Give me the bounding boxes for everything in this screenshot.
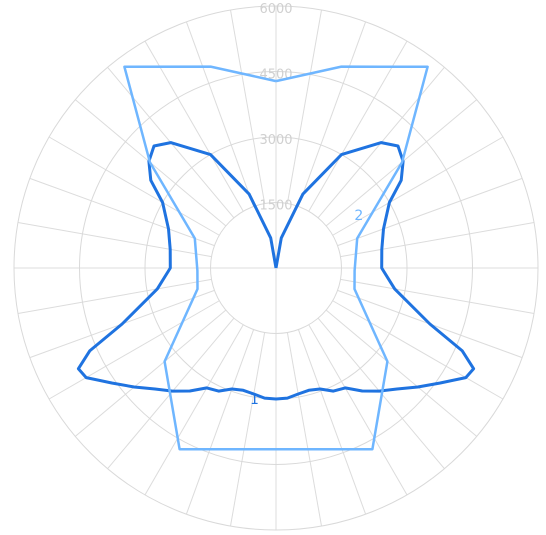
radial-tick-label-1500: 1500	[259, 199, 292, 214]
grid-circles	[13, 5, 539, 531]
grid-spoke-300	[332, 300, 504, 400]
grid-spoke-10	[230, 332, 266, 527]
grid-spoke-50	[74, 309, 227, 437]
series-labels: 12	[250, 208, 363, 408]
grid-spoke-120	[48, 136, 220, 236]
grid-spoke-260	[340, 222, 535, 258]
series-1-label: 1	[250, 392, 259, 408]
grid-spoke-150	[144, 40, 244, 212]
grid-spoke-330	[308, 324, 408, 496]
grid-circle-6000	[13, 5, 539, 531]
grid-spoke-190	[286, 9, 322, 204]
radial-tick-label-6000: 6000	[259, 2, 292, 17]
grid-spoke-250	[337, 177, 523, 247]
grid-spoke-100	[17, 222, 212, 258]
grid-spoke-20	[185, 329, 255, 515]
grid-spoke-350	[286, 332, 322, 527]
series-2-label: 2	[354, 208, 363, 224]
radial-tick-label-3000: 3000	[259, 133, 292, 148]
grid-circle-1500	[210, 202, 342, 334]
grid-spoke-160	[185, 21, 255, 207]
grid-spoke-280	[340, 278, 535, 314]
grid-spoke-170	[230, 9, 266, 204]
grid-spoke-200	[297, 21, 367, 207]
grid-spoke-60	[48, 300, 220, 400]
grid-spoke-110	[29, 177, 215, 247]
grid-spoke-240	[332, 136, 504, 236]
series-2-line	[123, 65, 429, 451]
grid-spoke-340	[297, 329, 367, 515]
grid-spoke-210	[308, 40, 408, 212]
series-1-line	[76, 141, 476, 401]
grid-circle-4500	[79, 71, 473, 465]
grid-spoke-310	[325, 309, 478, 437]
grid-spoke-80	[17, 278, 212, 314]
series-layer	[76, 65, 476, 451]
grid-spoke-30	[144, 324, 244, 496]
